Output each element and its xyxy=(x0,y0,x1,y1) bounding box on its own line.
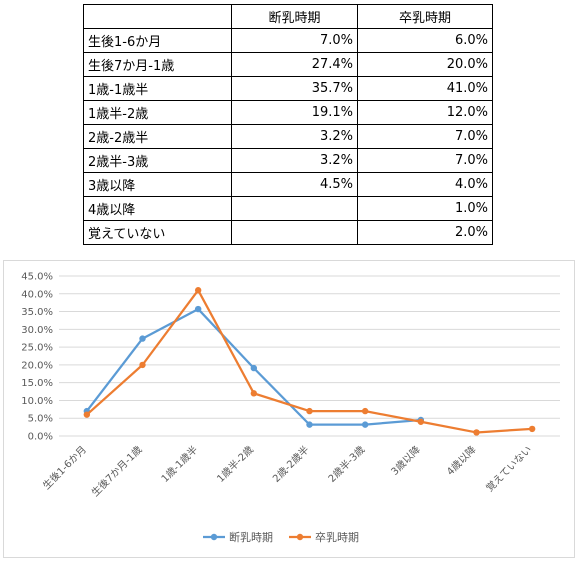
y-tick-label: 20.0% xyxy=(21,360,53,371)
x-tick-label: 1歳-1歳半 xyxy=(158,443,200,485)
table-cell: 7.0% xyxy=(231,28,358,53)
table-cell: 41.0% xyxy=(357,76,493,101)
legend-swatch-marker xyxy=(210,533,218,541)
table-cell: 3.2% xyxy=(231,148,358,173)
table-row: 生後7か月-1歳 27.4% 20.0% xyxy=(83,52,493,77)
table-cell: 1.0% xyxy=(357,196,493,221)
data-point xyxy=(361,421,369,428)
legend-swatch-marker xyxy=(296,533,304,541)
data-point xyxy=(139,361,146,369)
data-table: 断乳時期 卒乳時期 生後1-6か月 7.0% 6.0% 生後7か月-1歳 27.4% 20.0… xyxy=(83,4,493,245)
x-tick-label: 1歳半-2歳 xyxy=(214,443,256,485)
data-point xyxy=(194,287,202,294)
table-cell: 6.0% xyxy=(357,28,493,53)
table-row: 1歳半-2歳 19.1% 12.0% xyxy=(83,100,493,125)
data-point xyxy=(417,418,425,425)
table-cell xyxy=(231,220,358,245)
chart-area: 0.0% 5.0% 10.0% 15.0% 20.0% 25.0% 30.0% 35.0% 40… xyxy=(3,260,575,558)
table-row-label: 3歳以降 xyxy=(83,172,232,197)
table-cell: 27.4% xyxy=(231,52,358,77)
data-point xyxy=(306,407,313,415)
table-row-label: 生後1-6か月 xyxy=(83,28,232,53)
legend-label: 断乳時期 xyxy=(229,530,273,544)
x-tick-label: 生後7か月-1歳 xyxy=(89,443,145,499)
table-row: 覚えていない 2.0% xyxy=(83,220,493,245)
table-row-label: 覚えていない xyxy=(83,220,232,245)
data-point xyxy=(306,421,313,428)
data-point xyxy=(361,407,369,415)
y-tick-label: 10.0% xyxy=(21,396,53,407)
table-header-cell xyxy=(83,4,232,29)
table-header-cell: 断乳時期 xyxy=(231,4,358,29)
table-row-label: 2歳-2歳半 xyxy=(83,124,232,149)
data-point xyxy=(528,425,536,433)
y-tick-label: 0.0% xyxy=(28,432,53,443)
y-tick-label: 30.0% xyxy=(21,325,53,336)
data-point xyxy=(250,364,258,372)
data-point xyxy=(250,390,258,397)
table-cell: 19.1% xyxy=(231,100,358,125)
y-tick-label: 40.0% xyxy=(21,289,53,300)
table-header-cell: 卒乳時期 xyxy=(357,4,493,29)
x-tick-label: 2歳-2歳半 xyxy=(270,443,312,485)
x-tick-label: 覚えていない xyxy=(483,443,534,494)
table-cell: 2.0% xyxy=(357,220,493,245)
table-row: 2歳-2歳半 3.2% 7.0% xyxy=(83,124,493,149)
x-tick-label: 3歳以降 xyxy=(388,443,423,478)
table-cell: 3.2% xyxy=(231,124,358,149)
table-row-label: 生後7か月-1歳 xyxy=(83,52,232,77)
table-row-label: 1歳半-2歳 xyxy=(83,100,232,125)
table-cell: 12.0% xyxy=(357,100,493,125)
x-tick-label: 2歳半-3歳 xyxy=(325,443,367,485)
table-cell: 20.0% xyxy=(357,52,493,77)
table-row: 生後1-6か月 7.0% 6.0% xyxy=(83,28,493,53)
data-point xyxy=(194,305,202,313)
table-cell: 4.5% xyxy=(231,172,358,197)
y-tick-label: 45.0% xyxy=(21,272,53,283)
data-point xyxy=(473,429,480,436)
table-header-row: 断乳時期 卒乳時期 xyxy=(83,4,493,29)
legend-item: 断乳時期 xyxy=(203,530,273,544)
x-tick-label: 生後1-6か月 xyxy=(40,443,89,492)
table-row: 3歳以降 4.5% 4.0% xyxy=(83,172,493,197)
table-cell: 7.0% xyxy=(357,124,493,149)
y-tick-label: 25.0% xyxy=(21,343,53,354)
table-cell: 4.0% xyxy=(357,172,493,197)
legend-item: 卒乳時期 xyxy=(289,530,359,544)
y-tick-label: 5.0% xyxy=(28,414,53,425)
table-row-label: 4歳以降 xyxy=(83,196,232,221)
table-row: 1歳-1歳半 35.7% 41.0% xyxy=(83,76,493,101)
table-row-label: 1歳-1歳半 xyxy=(83,76,232,101)
table-cell: 35.7% xyxy=(231,76,358,101)
table-row: 4歳以降 1.0% xyxy=(83,196,493,221)
x-tick-label: 4歳以降 xyxy=(444,443,479,478)
line-chart: 0.0% 5.0% 10.0% 15.0% 20.0% 25.0% 30.0% 35.0% 40… xyxy=(21,272,560,544)
table-row: 2歳半-3歳 3.2% 7.0% xyxy=(83,148,493,173)
y-tick-label: 35.0% xyxy=(21,307,53,318)
table-cell: 7.0% xyxy=(357,148,493,173)
data-point xyxy=(139,335,146,342)
y-tick-label: 15.0% xyxy=(21,378,53,389)
legend-label: 卒乳時期 xyxy=(315,530,359,544)
table-row-label: 2歳半-3歳 xyxy=(83,148,232,173)
table-cell xyxy=(231,196,358,221)
data-point xyxy=(83,411,91,418)
